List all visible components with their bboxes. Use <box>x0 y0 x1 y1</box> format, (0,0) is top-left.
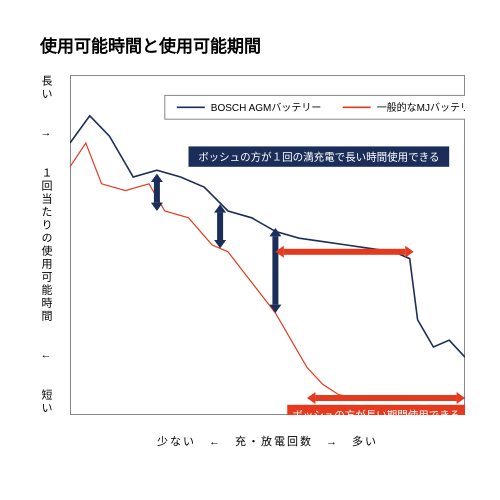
y-axis-top: 長い <box>38 75 54 101</box>
x-axis-mid: 充・放電回数 <box>235 436 313 448</box>
x-axis-right: 多い <box>352 436 378 448</box>
svg-text:ボッシュの方が長い期間使用できる: ボッシュの方が長い期間使用できる <box>292 409 460 415</box>
y-axis-bot: 短い <box>38 389 54 415</box>
y-axis-label: 長い → １回当たりの使用可能時間 ← 短い <box>38 75 54 415</box>
x-axis-left: 少ない <box>157 436 196 448</box>
chart-title: 使用可能時間と使用可能期間 <box>40 32 261 57</box>
x-axis-arrow-left: ← <box>209 436 222 448</box>
chart-plot-area: ボッシュの方が１回の満充電で長い時間使用できるボッシュの方が長い期間使用できる B… <box>70 75 465 415</box>
svg-text:BOSCH AGMバッテリー: BOSCH AGMバッテリー <box>211 102 322 114</box>
x-axis-label: 少ない ← 充・放電回数 → 多い <box>70 433 465 449</box>
line-chart: ボッシュの方が１回の満充電で長い時間使用できるボッシュの方が長い期間使用できる B… <box>70 75 465 415</box>
svg-text:一般的なMJバッテリー: 一般的なMJバッテリー <box>377 101 465 114</box>
y-axis-mid: １回当たりの使用可能時間 <box>38 167 54 323</box>
svg-text:ボッシュの方が１回の満充電で長い時間使用できる: ボッシュの方が１回の満充電で長い時間使用できる <box>198 150 439 163</box>
y-axis-arrow-down: ← <box>40 349 52 363</box>
x-axis-arrow-right: → <box>326 436 339 448</box>
y-axis-arrow-up: → <box>40 127 52 141</box>
chart-container: { "title": { "text": "使用可能時間と使用可能期間", "f… <box>0 0 500 500</box>
